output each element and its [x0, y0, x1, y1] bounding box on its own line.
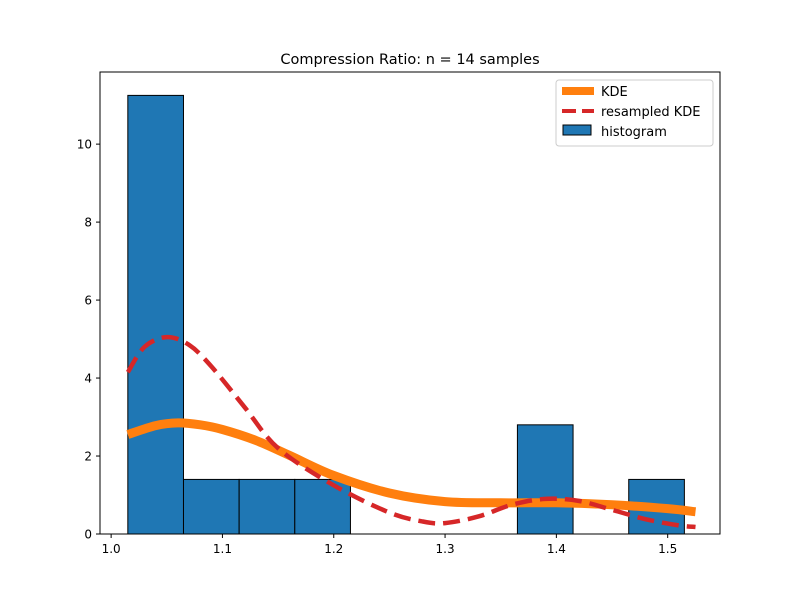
chart-title: Compression Ratio: n = 14 samples	[280, 52, 539, 68]
histogram-bar-1	[182, 478, 240, 535]
y-tick-label: 10	[77, 138, 92, 152]
x-tick-label: 1.0	[102, 542, 121, 556]
y-tick-label: 6	[84, 294, 92, 308]
axes-frame	[99, 71, 721, 535]
legend-box	[555, 79, 714, 147]
legend-resampled-kde-label: resampled KDE	[601, 105, 700, 120]
y-tick-label: 0	[84, 528, 92, 542]
histogram-bar-2	[238, 478, 296, 535]
series-lines	[125, 334, 697, 530]
histogram-bar-7	[516, 424, 574, 535]
x-tick-label: 1.1	[213, 542, 232, 556]
legend: KDE resampled KDE histogram	[555, 79, 714, 147]
x-tick-label: 1.5	[658, 542, 677, 556]
x-axis: 1.0 1.1 1.2 1.3 1.4 1.5	[102, 534, 677, 556]
histogram-bars	[127, 94, 685, 535]
x-tick-label: 1.3	[436, 542, 455, 556]
legend-histogram-label: histogram	[601, 125, 667, 140]
x-tick-label: 1.4	[547, 542, 566, 556]
histogram-bar-0	[127, 94, 184, 535]
y-axis: 0 2 4 6 8 10	[77, 138, 100, 542]
y-tick-label: 4	[84, 372, 92, 386]
legend-histogram-swatch	[562, 124, 592, 136]
legend-kde-label: KDE	[601, 85, 628, 100]
y-tick-label: 2	[84, 450, 92, 464]
x-tick-label: 1.2	[324, 542, 343, 556]
resampled-kde-line	[125, 334, 696, 530]
y-tick-label: 8	[84, 216, 92, 230]
plot-area	[125, 94, 697, 535]
